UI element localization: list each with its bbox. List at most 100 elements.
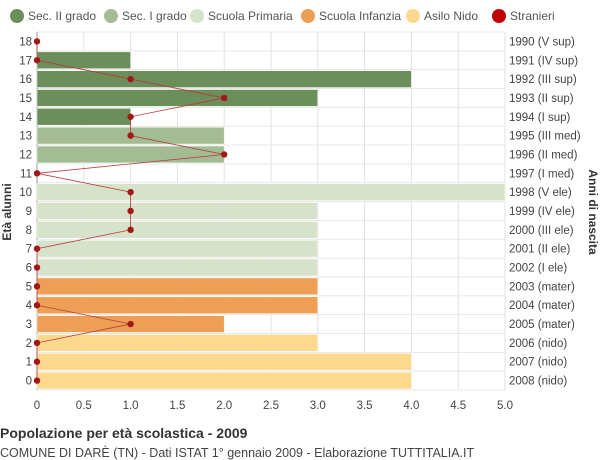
stranieri-point-age-17	[33, 57, 41, 64]
x-tick-label: 4.5	[450, 400, 466, 412]
y-tick-label-age: 8	[26, 225, 32, 237]
y-tick-label-age: 5	[26, 281, 32, 293]
y-tick-label-birth: 2005 (mater)	[509, 319, 575, 331]
bar-age-14	[36, 108, 131, 126]
y-tick-label-birth: 1990 (V sup)	[509, 36, 575, 48]
bar-age-15	[36, 89, 319, 107]
bar-age-8	[36, 221, 319, 239]
stranieri-point-age-14	[127, 113, 134, 120]
y-tick-label-age: 12	[19, 149, 32, 161]
axis-labels: 0 0.5 1.0 1.5 2.0 2.5 3.0 3.5 4.0 4.5 5.018 1990 (V…	[19, 36, 581, 412]
y-tick-label-birth: 2000 (III ele)	[509, 225, 574, 237]
x-tick-label: 1.0	[123, 400, 139, 412]
y-tick-label-birth: 2007 (nido)	[509, 357, 567, 369]
y-tick-label-birth: 1991 (IV sup)	[509, 55, 578, 67]
y-tick-label-birth: 1999 (IV ele)	[509, 206, 575, 218]
legend-label-inf: Scuola Infanzia	[319, 9, 401, 23]
stranieri-layer	[33, 38, 228, 384]
legend-marker-nido	[406, 9, 420, 23]
y-tick-label-birth: 2001 (II ele)	[509, 244, 571, 256]
stranieri-point-age-2	[33, 339, 41, 347]
x-tick-label: 5.0	[497, 400, 513, 412]
legend-marker-inf	[301, 9, 315, 23]
legend-label-nido: Asilo Nido	[424, 9, 478, 23]
y-tick-label-birth: 1993 (II sup)	[509, 93, 574, 105]
stranieri-point-age-13	[127, 132, 134, 139]
y-tick-label-age: 0	[26, 376, 32, 388]
y-tick-label-birth: 1992 (III sup)	[509, 74, 577, 86]
bar-age-10	[36, 183, 506, 201]
chart-title: Popolazione per età scolastica - 2009	[0, 425, 248, 441]
bar-age-9	[36, 202, 319, 220]
legend-label-sec1: Sec. I grado	[122, 9, 187, 23]
x-tick-label: 4.0	[403, 400, 419, 412]
y-tick-label-age: 6	[26, 263, 32, 275]
stranieri-point-age-18	[33, 38, 41, 45]
stranieri-point-age-1	[33, 358, 41, 365]
y-tick-label-birth: 1996 (II med)	[509, 149, 578, 161]
y-tick-label-age: 9	[26, 206, 32, 218]
y-tick-label-age: 2	[26, 338, 32, 350]
x-tick-label: 0.5	[76, 400, 92, 412]
legend-marker-prim	[190, 9, 204, 23]
stranieri-point-age-15	[221, 94, 228, 102]
y-axis-title-right: Anni di nascita	[586, 169, 600, 255]
legend-label-stranieri: Stranieri	[510, 9, 555, 23]
stranieri-point-age-0	[33, 377, 41, 384]
y-tick-label-birth: 2002 (I ele)	[509, 263, 567, 275]
bar-age-16	[36, 70, 412, 88]
chart-subtitle: COMUNE DI DARÈ (TN) - Dati ISTAT 1° genn…	[0, 445, 474, 460]
bar-age-6	[36, 258, 319, 277]
stranieri-point-age-7	[33, 245, 41, 252]
stranieri-point-age-12	[221, 151, 228, 158]
bar-age-4	[36, 296, 319, 314]
bars	[36, 51, 506, 390]
y-tick-label-age: 16	[19, 74, 32, 86]
y-tick-label-age: 13	[19, 131, 32, 143]
stranieri-point-age-10	[127, 188, 134, 196]
y-tick-label-age: 1	[26, 357, 32, 369]
legend-marker-sec2	[10, 9, 24, 23]
y-tick-label-age: 7	[26, 244, 32, 256]
y-tick-label-age: 11	[20, 168, 32, 180]
y-axis-title-left: Età alunni	[0, 183, 14, 240]
stranieri-point-age-8	[127, 226, 134, 234]
stranieri-point-age-11	[33, 170, 41, 177]
x-tick-label: 2.0	[216, 400, 232, 412]
y-tick-label-age: 17	[19, 55, 32, 67]
y-tick-label-birth: 2003 (mater)	[509, 281, 575, 293]
y-tick-label-birth: 1998 (V ele)	[509, 187, 572, 199]
legend: Sec. II grado Sec. I grado Scuola Primaria…	[10, 9, 555, 23]
y-tick-label-age: 4	[26, 300, 33, 312]
y-tick-label-age: 3	[26, 319, 32, 331]
x-tick-label: 3.5	[357, 400, 373, 412]
x-tick-label: 3.0	[310, 400, 326, 412]
x-tick-label: 2.5	[263, 400, 279, 412]
bar-age-2	[36, 334, 319, 352]
stranieri-point-age-5	[33, 283, 41, 290]
y-tick-label-birth: 2006 (nido)	[509, 338, 567, 350]
y-tick-label-birth: 1997 (I med)	[509, 168, 574, 180]
y-tick-label-birth: 2008 (nido)	[509, 376, 567, 388]
bar-age-5	[36, 277, 319, 296]
x-tick-label: 0	[34, 400, 40, 412]
legend-label-sec2: Sec. II grado	[28, 9, 96, 23]
bar-age-17	[36, 51, 131, 69]
y-tick-label-age: 14	[19, 112, 32, 124]
bar-age-1	[36, 353, 412, 371]
stranieri-point-age-3	[127, 320, 134, 328]
stranieri-point-age-9	[127, 207, 134, 215]
stranieri-point-age-4	[33, 302, 41, 309]
legend-marker-stranieri	[492, 9, 506, 23]
legend-label-prim: Scuola Primaria	[208, 9, 293, 23]
x-tick-label: 1.5	[169, 400, 185, 412]
y-tick-label-birth: 2004 (mater)	[509, 300, 575, 312]
y-tick-label-birth: 1994 (I sup)	[509, 112, 571, 124]
bar-age-0	[36, 371, 412, 390]
y-tick-label-age: 18	[19, 36, 32, 48]
stranieri-point-age-6	[33, 264, 41, 271]
y-tick-label-birth: 1995 (III med)	[509, 131, 581, 143]
stranieri-point-age-16	[127, 75, 134, 83]
bar-age-7	[36, 240, 319, 258]
